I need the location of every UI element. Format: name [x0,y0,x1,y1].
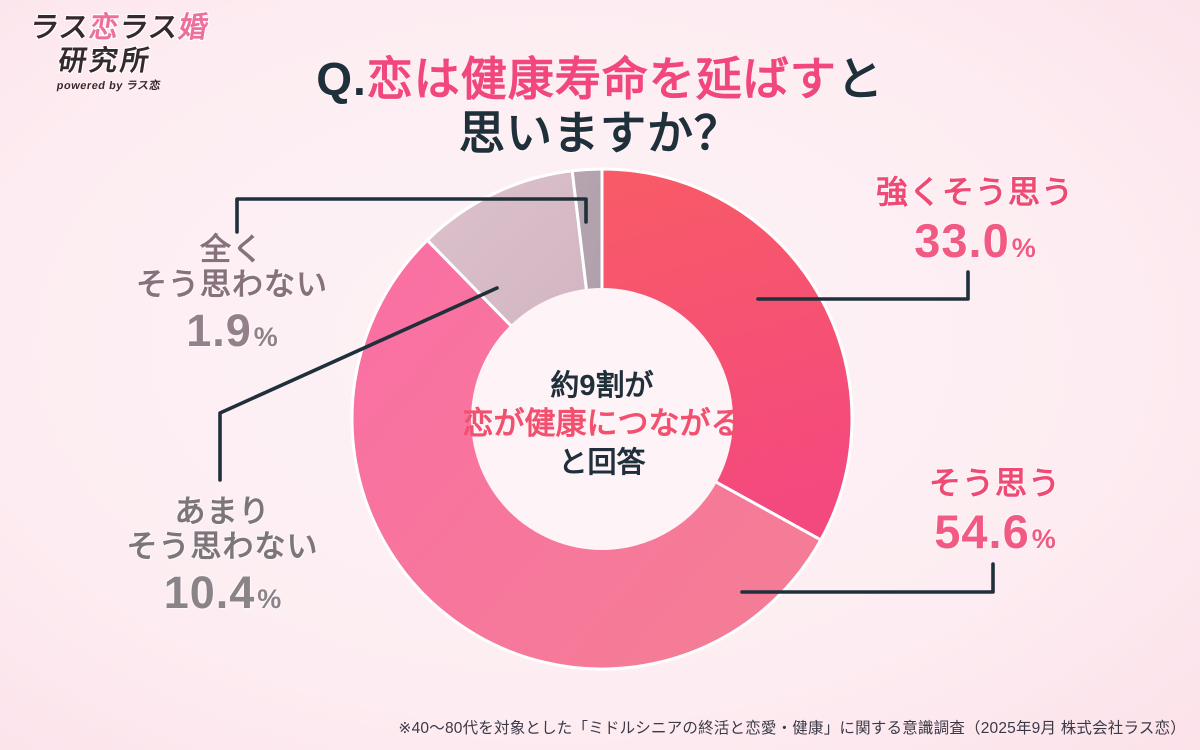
donut-hole [471,288,733,550]
callout-agree-value: 54.6% [845,504,1145,559]
callout-strongly-agree-label: 強くそう思う [875,174,1074,210]
callout-rarely-disagree: あまり そう思わない 10.4% [70,494,375,619]
leader-line-strongly-agree [756,270,970,301]
callout-agree-label: そう思う [928,465,1061,501]
callout-never-disagree-label2: そう思わない [136,266,328,302]
callout-strongly-agree-number: 33.0 [914,213,1010,267]
callout-rarely-disagree-unit: % [257,584,282,615]
callout-agree: そう思う 54.6% [845,465,1145,559]
page-title-line2: 思いますか？ [459,107,741,160]
title-q-prefix: Q. [316,53,367,105]
callout-strongly-agree-value: 33.0% [820,213,1130,268]
callout-never-disagree: 全く そう思わない 1.9% [82,232,382,357]
callout-never-disagree-unit: % [253,322,278,353]
leader-line-never-disagree [235,197,588,234]
page-title: Q.恋は健康寿命を延ばすと 思いますか？ [0,52,1200,161]
page-title-line1: Q.恋は健康寿命を延ばすと [0,52,1200,106]
survey-footnote: ※40〜80代を対象とした「ミドルシニアの終活と恋愛・健康」に関する意識調査（2… [398,720,1186,737]
callout-never-disagree-label1: 全く [200,232,264,267]
callout-strongly-agree-unit: % [1011,232,1036,263]
callout-rarely-disagree-value: 10.4% [70,568,375,618]
callout-rarely-disagree-label2: そう思わない [126,528,319,564]
donut-segments [350,167,854,671]
callout-agree-unit: % [1031,523,1056,554]
callout-rarely-disagree-label1: あまり [174,494,271,529]
center-label-line1: 約9割が [550,370,654,402]
center-label-line3: と回答 [558,446,646,479]
leader-line-agree [740,562,995,594]
callout-never-disagree-number: 1.9 [186,305,252,357]
callout-rarely-disagree-number: 10.4 [163,567,256,619]
callout-strongly-agree: 強くそう思う 33.0% [820,174,1130,268]
donut-center-label: 約9割が 恋が健康につながる と回答 [402,369,802,480]
callout-never-disagree-value: 1.9% [82,306,382,356]
callout-agree-number: 54.6 [934,504,1030,558]
title-highlight: 恋は健康寿命を延ばす [366,53,837,105]
center-label-highlight: 恋が健康につながる [462,406,742,442]
title-suffix: と [836,53,884,105]
leader-line-rarely-disagree [218,286,499,482]
